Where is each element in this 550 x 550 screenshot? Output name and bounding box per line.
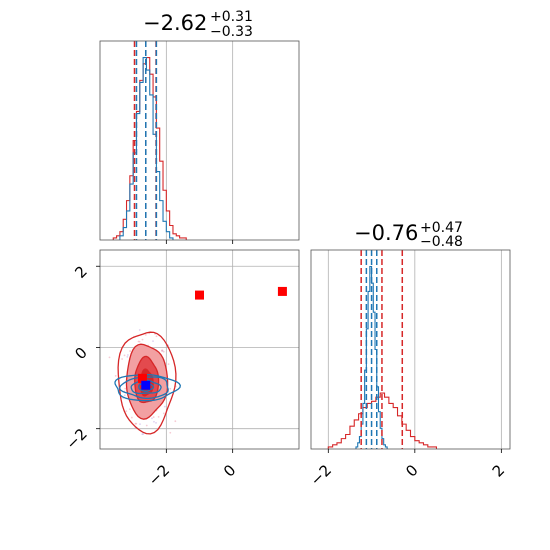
sample-point — [169, 387, 172, 390]
y-tick-label: −2 — [62, 425, 90, 453]
marker-red-point — [277, 286, 287, 296]
histogram-param-2-panel — [310, 249, 511, 450]
sample-point — [161, 349, 163, 352]
histogram-param-2-frame — [310, 249, 511, 450]
marker-blue-point — [141, 380, 151, 390]
sample-point — [138, 329, 141, 331]
y-tick-label: 0 — [71, 344, 90, 363]
sample-point — [126, 354, 129, 356]
sample-point — [157, 415, 160, 418]
joint-2d-frame — [99, 249, 300, 450]
title-param-2-plus: +0.47 — [420, 220, 463, 236]
sample-point — [141, 338, 144, 341]
histogram-param-2-red — [327, 392, 438, 449]
blue-contour — [130, 379, 162, 395]
histogram-param-1-frame — [99, 40, 300, 241]
sample-point — [152, 416, 155, 418]
sample-point — [128, 408, 131, 411]
sample-point — [145, 424, 148, 427]
title-param-1-minus: −0.33 — [210, 24, 253, 40]
sample-point — [168, 391, 170, 394]
sample-point — [162, 350, 165, 353]
sample-point — [125, 410, 128, 413]
histogram-param-1-panel — [99, 40, 300, 241]
sample-point — [135, 422, 138, 425]
sample-point — [114, 375, 117, 377]
sample-point — [152, 340, 154, 343]
title-param-2: −0.76 +0.47 −0.48 — [354, 220, 463, 250]
sample-point — [169, 431, 172, 434]
marker-red-point — [137, 373, 147, 383]
sample-point — [126, 355, 129, 358]
sample-point — [138, 340, 141, 343]
sample-point — [121, 358, 124, 360]
y-tick-label: 2 — [71, 262, 90, 281]
title-param-1-plus: +0.31 — [210, 9, 253, 25]
sample-point — [144, 333, 147, 336]
sample-point — [155, 335, 158, 338]
sample-point — [139, 423, 141, 426]
sample-point — [129, 350, 131, 352]
x-tick-label: 0 — [220, 461, 239, 480]
title-param-1-value: −2.62 — [143, 11, 207, 35]
x-tick-label: 0 — [402, 461, 421, 480]
sample-point — [123, 354, 126, 357]
sample-point — [123, 394, 126, 397]
sample-point — [141, 433, 144, 436]
blue-contour — [114, 373, 181, 402]
title-param-2-minus: −0.48 — [420, 234, 463, 250]
joint-2d-series — [108, 286, 287, 449]
sample-point — [155, 421, 157, 424]
sample-point — [124, 387, 127, 390]
sample-point — [162, 412, 165, 415]
sample-point — [130, 416, 133, 419]
marker-red-point — [195, 290, 204, 300]
sample-point — [174, 420, 177, 423]
blue-contour — [119, 376, 169, 400]
x-tick-label: −2 — [307, 461, 335, 489]
sample-point — [167, 363, 170, 366]
sample-point — [151, 417, 153, 420]
histogram-param-1-series — [112, 57, 187, 240]
x-tick-label: 2 — [489, 461, 508, 480]
red-contour — [117, 331, 177, 435]
sample-point — [153, 420, 155, 423]
joint-2d-panel — [99, 249, 300, 450]
sample-point — [108, 356, 111, 359]
title-param-1: −2.62 +0.31 −0.33 — [143, 9, 253, 40]
title-param-2-value: −0.76 — [354, 221, 418, 245]
sample-point — [163, 405, 166, 408]
histogram-param-1-red — [112, 57, 187, 240]
x-tick-label: −2 — [145, 461, 173, 489]
